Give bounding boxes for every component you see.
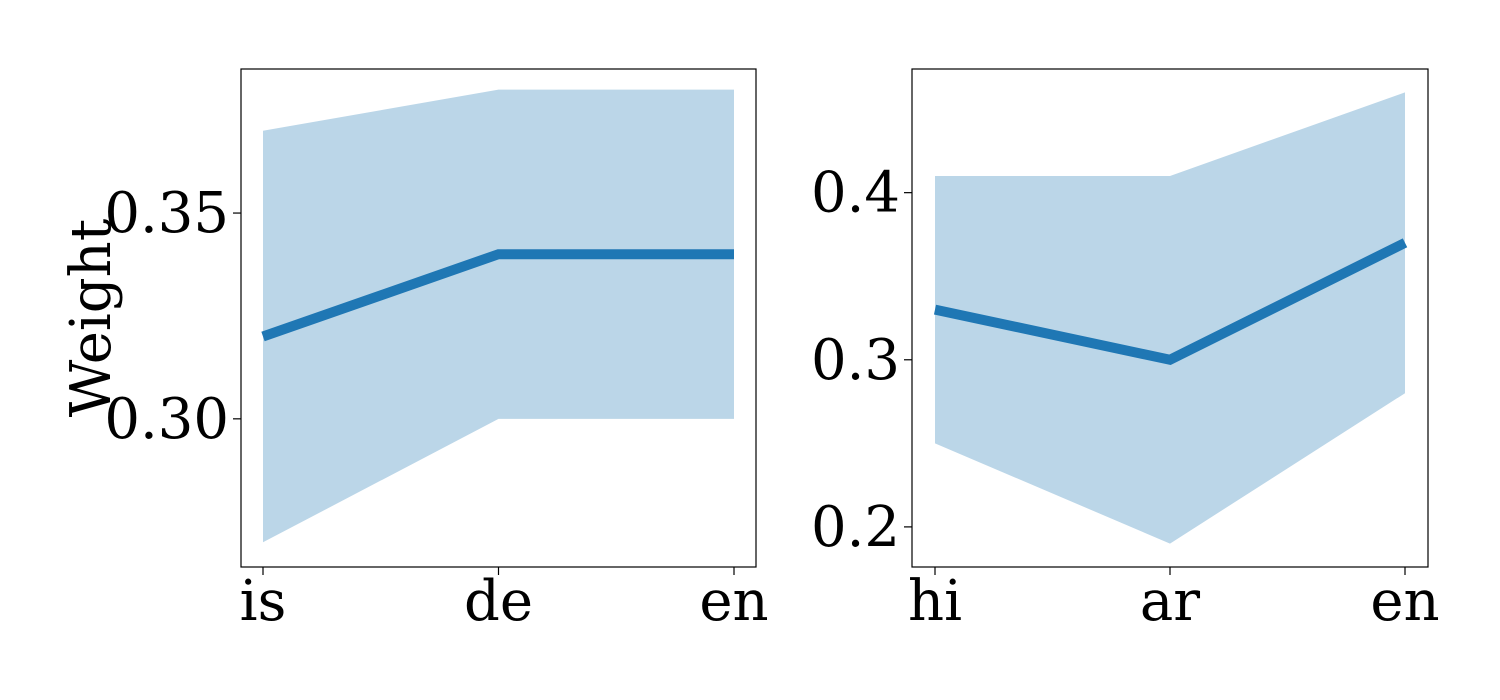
x-tick-label: en (1370, 569, 1439, 634)
y-tick-label: 0.2 (811, 495, 900, 560)
x-tick-label: en (699, 569, 768, 634)
series-line (261, 249, 734, 342)
x-tick-label: hi (908, 569, 962, 634)
x-tick-label: de (464, 569, 533, 634)
y-tick-label: 0.35 (104, 181, 229, 246)
y-tick-label: 0.4 (811, 161, 900, 226)
chart-left: is de en 0.30 0.35 Weight (59, 68, 769, 634)
series-line (933, 238, 1408, 366)
y-axis-label: Weight (59, 218, 124, 417)
x-tick-label: is (240, 569, 287, 634)
confidence-band (935, 92, 1405, 544)
confidence-band (263, 89, 734, 543)
y-tick-label: 0.30 (104, 387, 229, 452)
y-tick-label: 0.3 (811, 328, 900, 393)
chart-right: hi ar en 0.2 0.3 0.4 (811, 68, 1440, 634)
x-tick-label: ar (1140, 569, 1200, 634)
